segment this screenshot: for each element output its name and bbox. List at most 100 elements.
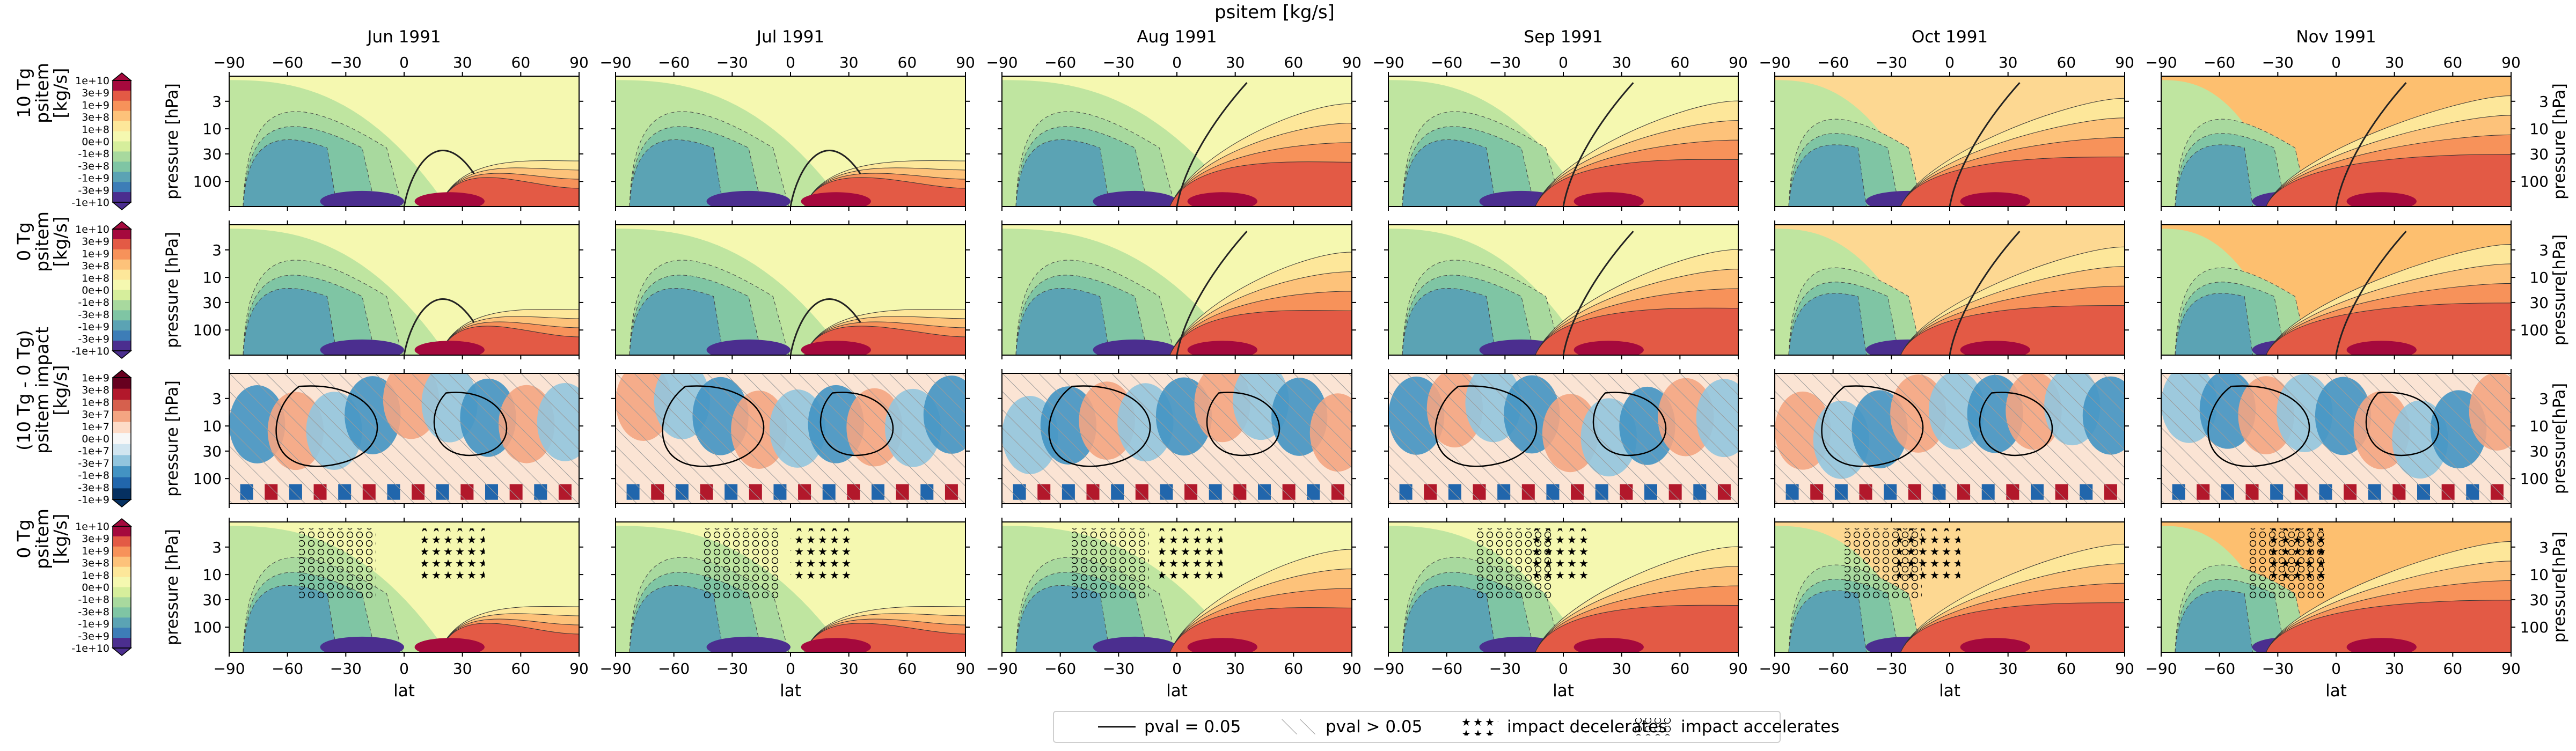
- colorbar-segment: [113, 526, 131, 537]
- row-label: 0 Tg: [13, 222, 34, 261]
- colorbar-frame: [112, 229, 131, 351]
- x-tick-label: 60: [511, 54, 531, 71]
- x-tick-label: −60: [658, 54, 690, 71]
- insignificance-hatch: [229, 373, 579, 504]
- field-contour-fill: [1788, 590, 1867, 652]
- y-tick-label: 100: [193, 321, 222, 339]
- panel: 3 10 30 100 pressure [hPa]: [163, 369, 583, 508]
- colorbar-tick-label: 1e+10: [75, 224, 109, 235]
- panel: [998, 369, 1356, 508]
- colorbar-extend-bottom: [111, 499, 133, 507]
- field-contour-fill: [629, 288, 724, 355]
- legend-label: impact accelerates: [1681, 717, 1840, 737]
- field-contour-fill: [1900, 157, 2125, 207]
- y-tick-label: 10: [2529, 269, 2549, 286]
- y-tick-label: 10: [202, 120, 222, 138]
- y-tick-label: 100: [2520, 470, 2549, 488]
- colorbar-segment: [113, 466, 131, 478]
- y-tick-label: 100: [2520, 321, 2549, 339]
- row-label: psitem impact: [32, 327, 53, 454]
- x-tick-label: 90: [1729, 660, 1748, 678]
- colorbar-segment: [113, 400, 131, 411]
- x-tick-label: −60: [2204, 660, 2235, 678]
- colorbar-segment: [113, 229, 131, 240]
- colorbar-tick-label: 3e+9: [82, 87, 109, 99]
- row-label: 0 Tg: [13, 519, 34, 558]
- y-tick-label: 30: [2529, 591, 2549, 609]
- x-tick-label: 60: [1671, 54, 1690, 71]
- colorbar-segment: [113, 249, 131, 260]
- x-tick-label: −30: [1876, 54, 1907, 71]
- panel: −90 −60 −30 0 30 60 90 lat 3 10 30 100 pressure [hPa…: [163, 518, 589, 701]
- colorbar-frame: [112, 526, 131, 649]
- y-tick-label: 10: [202, 566, 222, 584]
- field-contour-fill: [1093, 636, 1177, 652]
- y-tick-label: 30: [2529, 443, 2549, 460]
- colorbar-extend-bottom: [111, 350, 133, 359]
- decelerates-stipple: [1159, 528, 1223, 581]
- field-contour-fill: [1960, 638, 2030, 652]
- x-tick-label: −90: [213, 660, 245, 678]
- zero-contour-line: [1562, 82, 1634, 207]
- y-tick-label: 3: [212, 539, 222, 556]
- x-tick-label: 60: [898, 54, 917, 71]
- pval-contour-line: [1206, 392, 1280, 456]
- x-axis-label: lat: [780, 681, 801, 701]
- insignificance-hatch: [616, 373, 965, 504]
- field-contour-fill: [1574, 638, 1644, 652]
- colorbar-tick-label: 1e+9: [82, 248, 109, 260]
- x-tick-label: 30: [453, 660, 472, 678]
- y-axis-label: pressure [hPa]: [163, 232, 182, 348]
- colorbar-tick-label: 3e+7: [82, 409, 109, 421]
- x-tick-label: 30: [1999, 660, 2018, 678]
- x-tick-label: −90: [1759, 54, 1790, 71]
- x-axis-label: lat: [2325, 681, 2347, 701]
- x-tick-label: 0: [1945, 54, 1955, 71]
- colorbar-extend-top: [111, 370, 133, 378]
- y-tick-label: 3: [2539, 241, 2549, 259]
- colorbar-tick-label: 3e+8: [82, 557, 109, 569]
- x-tick-label: 0: [2331, 54, 2341, 71]
- x-tick-label: 0: [786, 660, 795, 678]
- x-axis-label: lat: [1553, 681, 1574, 701]
- x-tick-label: 30: [453, 54, 472, 71]
- field-contour-fill: [801, 192, 871, 207]
- colorbar-segment: [113, 100, 131, 112]
- field-contour-fill: [1187, 341, 1257, 355]
- x-tick-label: 0: [2331, 660, 2341, 678]
- zero-contour-line: [789, 150, 861, 207]
- pval-contour-line: [1435, 385, 1538, 467]
- x-tick-label: 60: [511, 660, 531, 678]
- y-tick-label: 10: [2529, 566, 2549, 584]
- colorbar-tick-label: -3e+8: [78, 160, 109, 172]
- colorbar-tick-label: -1e+9: [78, 619, 109, 630]
- colorbar-tick-label: 3e+9: [82, 533, 109, 545]
- x-tick-label: 0: [399, 54, 409, 71]
- y-axis-label-right: pressure[hPa]: [2550, 532, 2569, 643]
- colorbar-tick-label: 1e+7: [82, 421, 109, 433]
- decelerates-stipple: [1528, 528, 1592, 581]
- x-tick-label: −60: [272, 54, 303, 71]
- row-label: [kg/s]: [50, 365, 71, 415]
- colorbar-segment: [113, 388, 131, 400]
- pval-contour-line: [1048, 385, 1151, 467]
- x-tick-label: −90: [2145, 660, 2177, 678]
- y-tick-label: 100: [2520, 619, 2549, 636]
- colorbar-tick-label: 3e+9: [82, 236, 109, 248]
- x-tick-label: 0: [399, 660, 409, 678]
- y-tick-label: 3: [2539, 539, 2549, 556]
- field-contour-fill: [243, 139, 338, 207]
- pval-contour-line: [1821, 385, 1924, 467]
- colorbar-segment: [113, 192, 131, 203]
- y-tick-label: 10: [2529, 417, 2549, 435]
- x-tick-label: −30: [716, 660, 748, 678]
- x-tick-label: −30: [2262, 54, 2294, 71]
- x-tick-label: 0: [786, 54, 795, 71]
- colorbar-tick-label: -3e+9: [78, 333, 109, 345]
- panel: 3 10 30 100 pressure[hPa]: [2157, 369, 2569, 508]
- x-tick-label: −30: [1876, 660, 1907, 678]
- x-tick-label: 90: [569, 660, 589, 678]
